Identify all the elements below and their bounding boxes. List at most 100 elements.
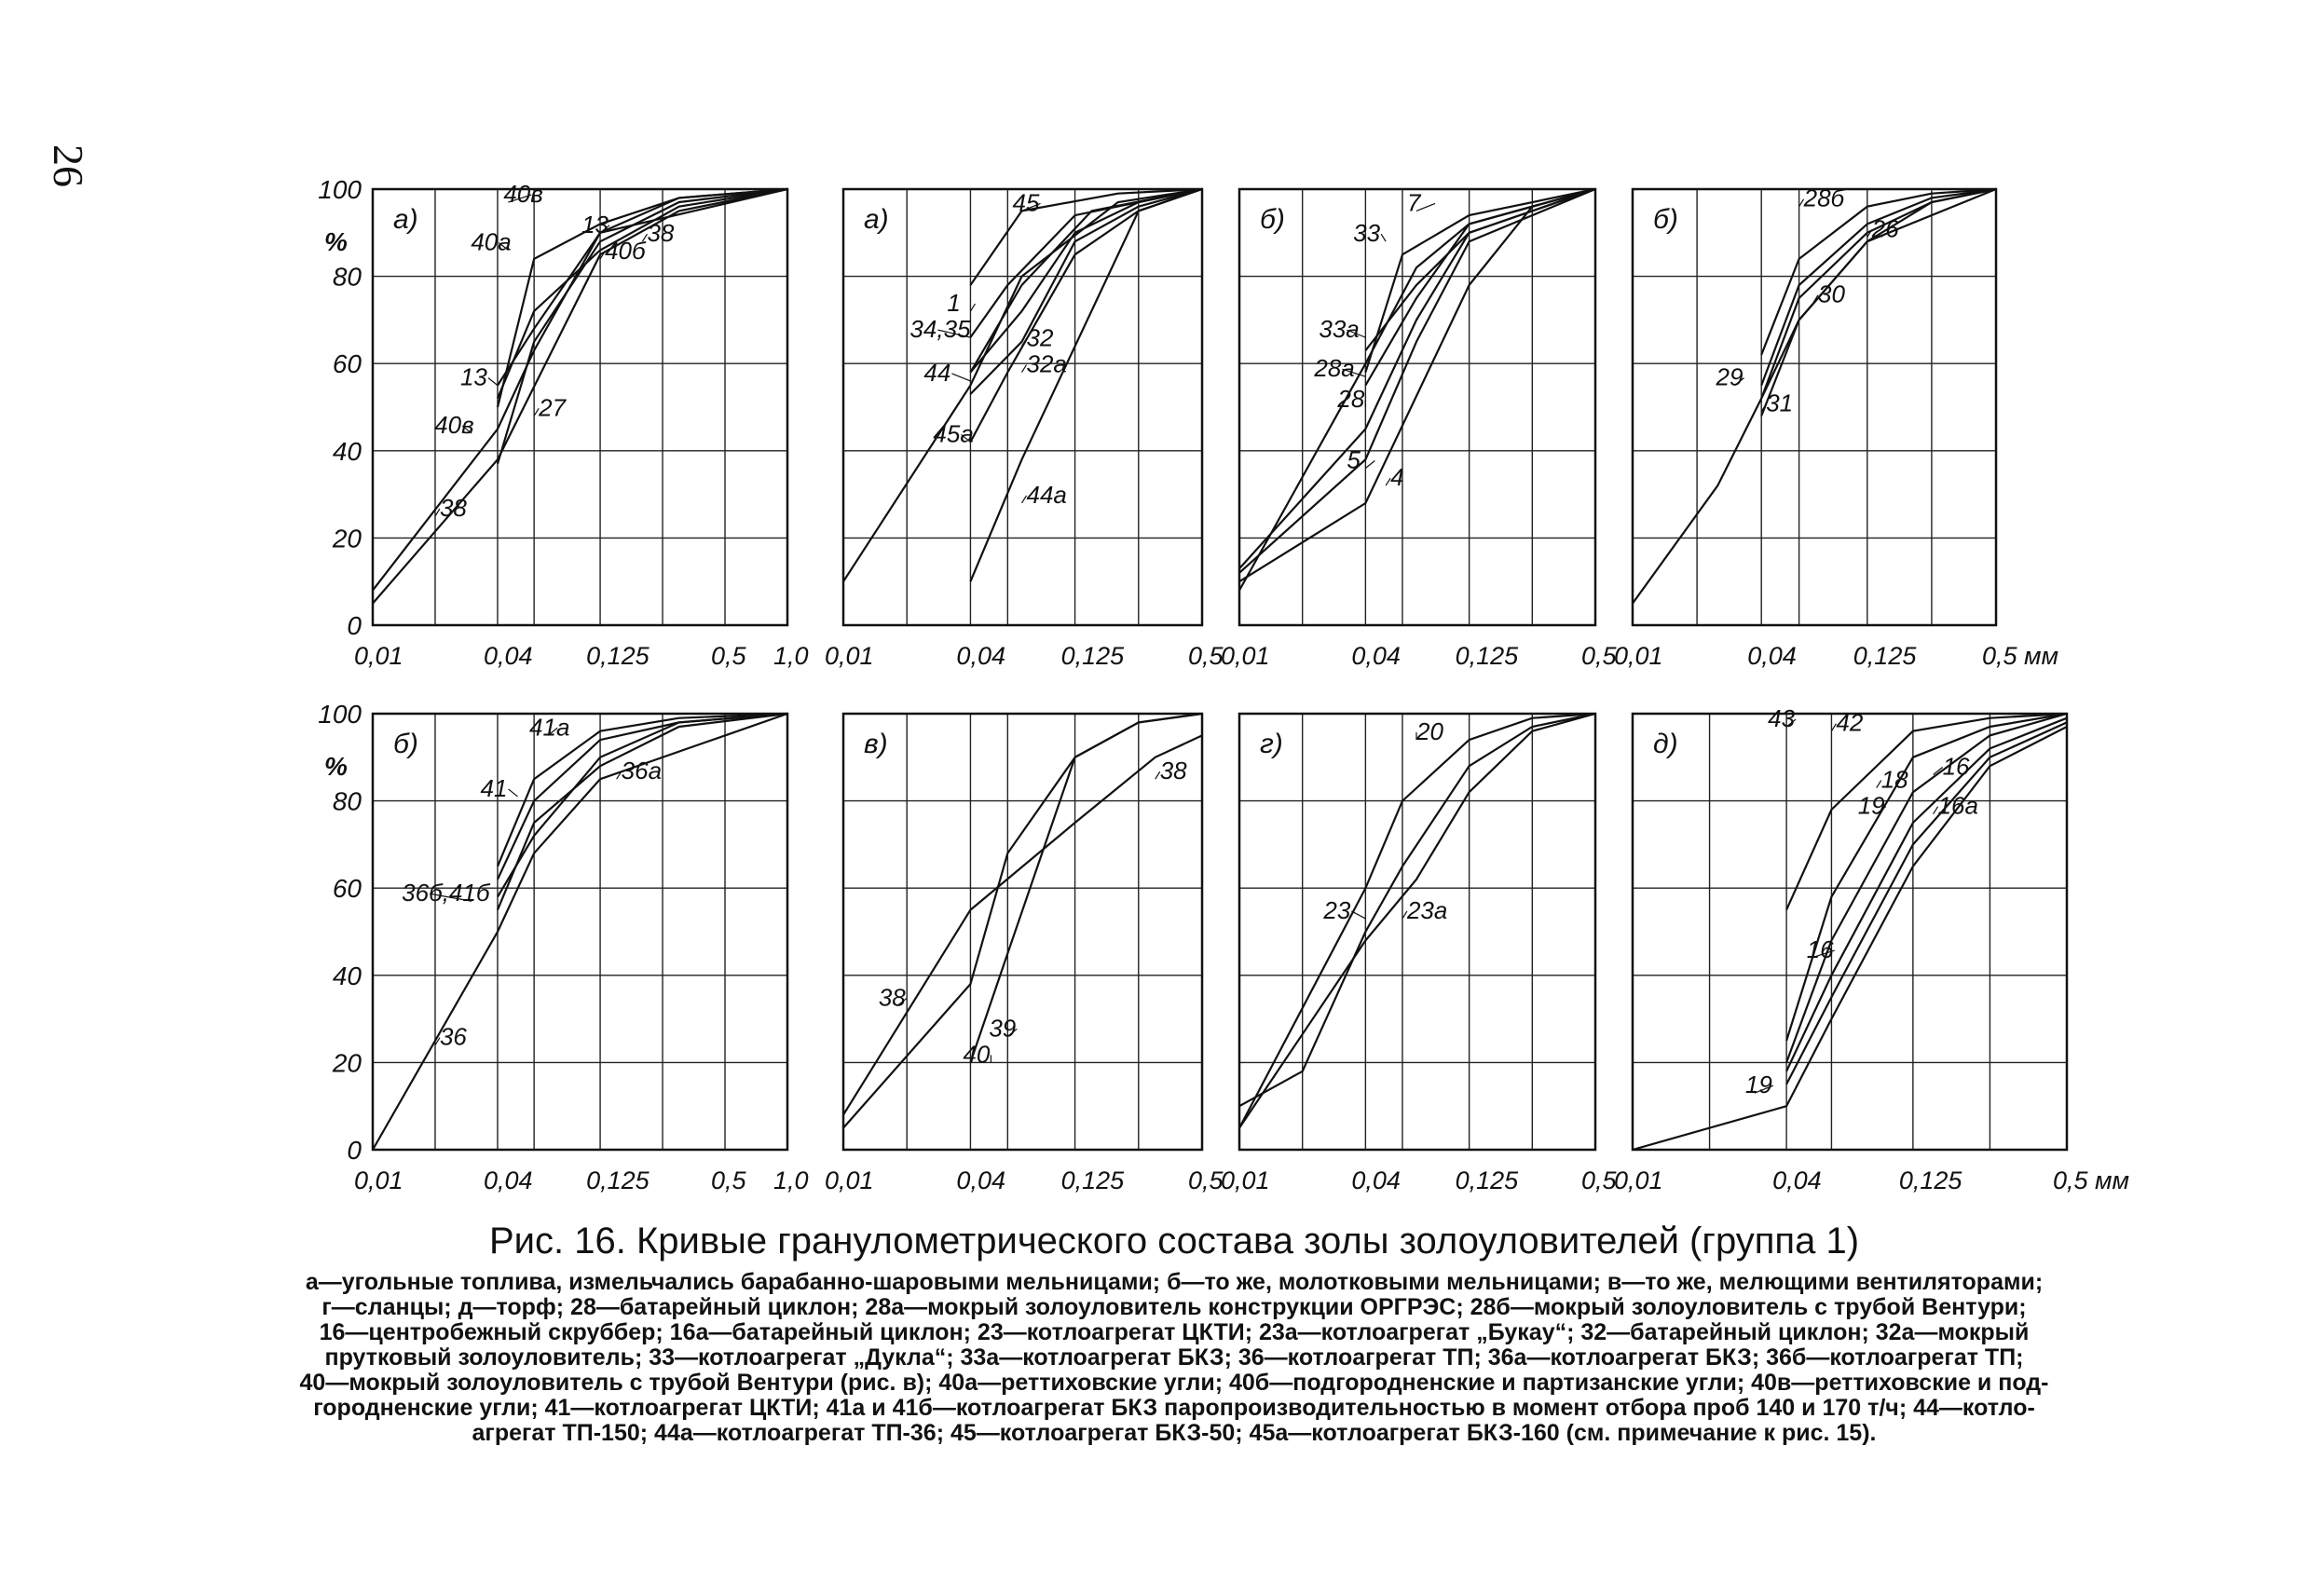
leader-line bbox=[1933, 806, 1939, 814]
panel-label: б) bbox=[1653, 204, 1678, 235]
curve-label: 40в bbox=[434, 411, 474, 439]
curve-label: 13 bbox=[581, 211, 609, 239]
series-line bbox=[496, 187, 788, 400]
y-tick-label: 80 bbox=[333, 787, 362, 816]
series-line bbox=[1760, 187, 1997, 386]
leader-line bbox=[1351, 910, 1366, 920]
y-tick-label: 20 bbox=[332, 1048, 362, 1077]
leader-line bbox=[951, 373, 971, 382]
series-line bbox=[969, 187, 1203, 374]
leader-line bbox=[547, 727, 558, 736]
curve-label: 26 bbox=[1871, 214, 1899, 242]
curve-label: 28 bbox=[1336, 385, 1364, 413]
caption-line: а—угольные топлива, измельчались барабан… bbox=[305, 1269, 2044, 1295]
leader-line bbox=[1342, 368, 1366, 377]
series-line bbox=[969, 187, 1203, 582]
curve-label: 1 bbox=[947, 289, 960, 317]
curve-label: 41а bbox=[529, 713, 569, 741]
leader-line bbox=[533, 408, 540, 416]
series-line bbox=[1785, 712, 2068, 1042]
curve-label: 19 bbox=[1858, 792, 1885, 820]
x-tick-label: 1,0 bbox=[773, 642, 809, 670]
leader-line bbox=[1876, 780, 1882, 788]
leader-line bbox=[1754, 1084, 1774, 1094]
series-line bbox=[1238, 187, 1596, 574]
x-tick-label: 0,04 bbox=[484, 642, 533, 670]
leader-line bbox=[1021, 202, 1041, 211]
curve-label: 38 bbox=[879, 984, 906, 1012]
x-tick-label: 0,04 bbox=[1351, 1166, 1401, 1194]
series-line bbox=[1238, 187, 1596, 569]
series-line bbox=[1760, 187, 1997, 356]
series-line bbox=[1238, 187, 1596, 592]
curve-label: 40 bbox=[963, 1040, 990, 1068]
curve-label: 38 bbox=[647, 219, 674, 247]
curve-label: 16 bbox=[1807, 935, 1834, 963]
curve-label: 19 bbox=[1745, 1071, 1772, 1098]
y-tick-label: 60 bbox=[333, 349, 362, 378]
y-tick-label: 40 bbox=[333, 962, 362, 990]
x-tick-label: 0,5 мм bbox=[1982, 642, 2058, 670]
x-tick-label: 0,04 bbox=[1351, 642, 1401, 670]
leader-line bbox=[969, 303, 976, 312]
x-tick-label: 0,01 bbox=[1614, 1166, 1663, 1194]
curve-label: 23 bbox=[1322, 896, 1350, 924]
leader-line bbox=[508, 194, 532, 203]
series-line bbox=[496, 187, 788, 465]
leader-line bbox=[1811, 949, 1835, 959]
series-line bbox=[372, 187, 788, 592]
leader-line bbox=[599, 251, 606, 260]
percent-unit: % bbox=[324, 752, 348, 781]
series-line bbox=[969, 712, 1203, 1063]
curve-label: 44а bbox=[1027, 481, 1067, 509]
x-tick-label: 0,01 bbox=[1221, 642, 1270, 670]
x-tick-label: 0,125 bbox=[586, 642, 650, 670]
series-line bbox=[969, 187, 1203, 395]
curve-label: 41 bbox=[481, 774, 508, 802]
curve-label: 32 bbox=[1027, 323, 1054, 351]
caption-line: агрегат ТП-150; 44а—котлоагрегат ТП-36; … bbox=[472, 1420, 1877, 1446]
leader-line bbox=[434, 1037, 441, 1045]
curve-label: 40а bbox=[471, 228, 511, 256]
curve-label: 44 bbox=[923, 359, 950, 387]
x-tick-label: 0,01 bbox=[354, 642, 403, 670]
x-tick-label: 0,04 bbox=[1772, 1166, 1822, 1194]
series-line bbox=[496, 712, 788, 911]
curve-label: 40в bbox=[503, 180, 543, 208]
series-line bbox=[1238, 712, 1596, 1129]
y-tick-label: 20 bbox=[332, 524, 362, 552]
curve-label: 33а bbox=[1319, 315, 1359, 343]
x-tick-label: 0,01 bbox=[825, 642, 874, 670]
leader-line bbox=[498, 242, 509, 251]
series-line bbox=[1785, 712, 2068, 1063]
curve-label: 42 bbox=[1836, 709, 1863, 737]
leader-line bbox=[1760, 403, 1767, 412]
panel-label: г) bbox=[1260, 729, 1283, 759]
x-tick-label: 0,01 bbox=[354, 1166, 403, 1194]
leader-line bbox=[1798, 198, 1805, 208]
x-tick-label: 0,04 bbox=[956, 642, 1005, 670]
x-tick-label: 0,125 bbox=[1061, 642, 1126, 670]
curve-label: 16а bbox=[1938, 792, 1978, 820]
leader-line bbox=[1867, 229, 1873, 238]
leader-line bbox=[1020, 495, 1028, 504]
leader-line bbox=[1812, 294, 1819, 303]
series-line bbox=[1785, 712, 2068, 911]
curve-label: 38 bbox=[440, 494, 467, 522]
series-line bbox=[497, 712, 788, 898]
leader-line bbox=[1155, 771, 1161, 780]
panel-label: д) bbox=[1653, 729, 1678, 759]
caption-line: г—сланцы; д—торф; 28—батарейный циклон; … bbox=[321, 1294, 2027, 1320]
series-line bbox=[1364, 187, 1596, 373]
curve-label: 45а bbox=[933, 419, 973, 447]
leader-line bbox=[508, 788, 518, 798]
plot-frame bbox=[371, 712, 789, 1152]
leader-line bbox=[430, 893, 472, 902]
x-tick-label: 0,01 bbox=[1614, 642, 1663, 670]
caption-line: 16—центробежный скруббер; 16а—батарейный… bbox=[319, 1319, 2030, 1345]
x-tick-label: 0,5 bbox=[1188, 1166, 1224, 1194]
curve-label: 36 bbox=[440, 1023, 467, 1051]
series-line bbox=[1785, 721, 2068, 1085]
y-tick-label: 0 bbox=[347, 611, 362, 640]
